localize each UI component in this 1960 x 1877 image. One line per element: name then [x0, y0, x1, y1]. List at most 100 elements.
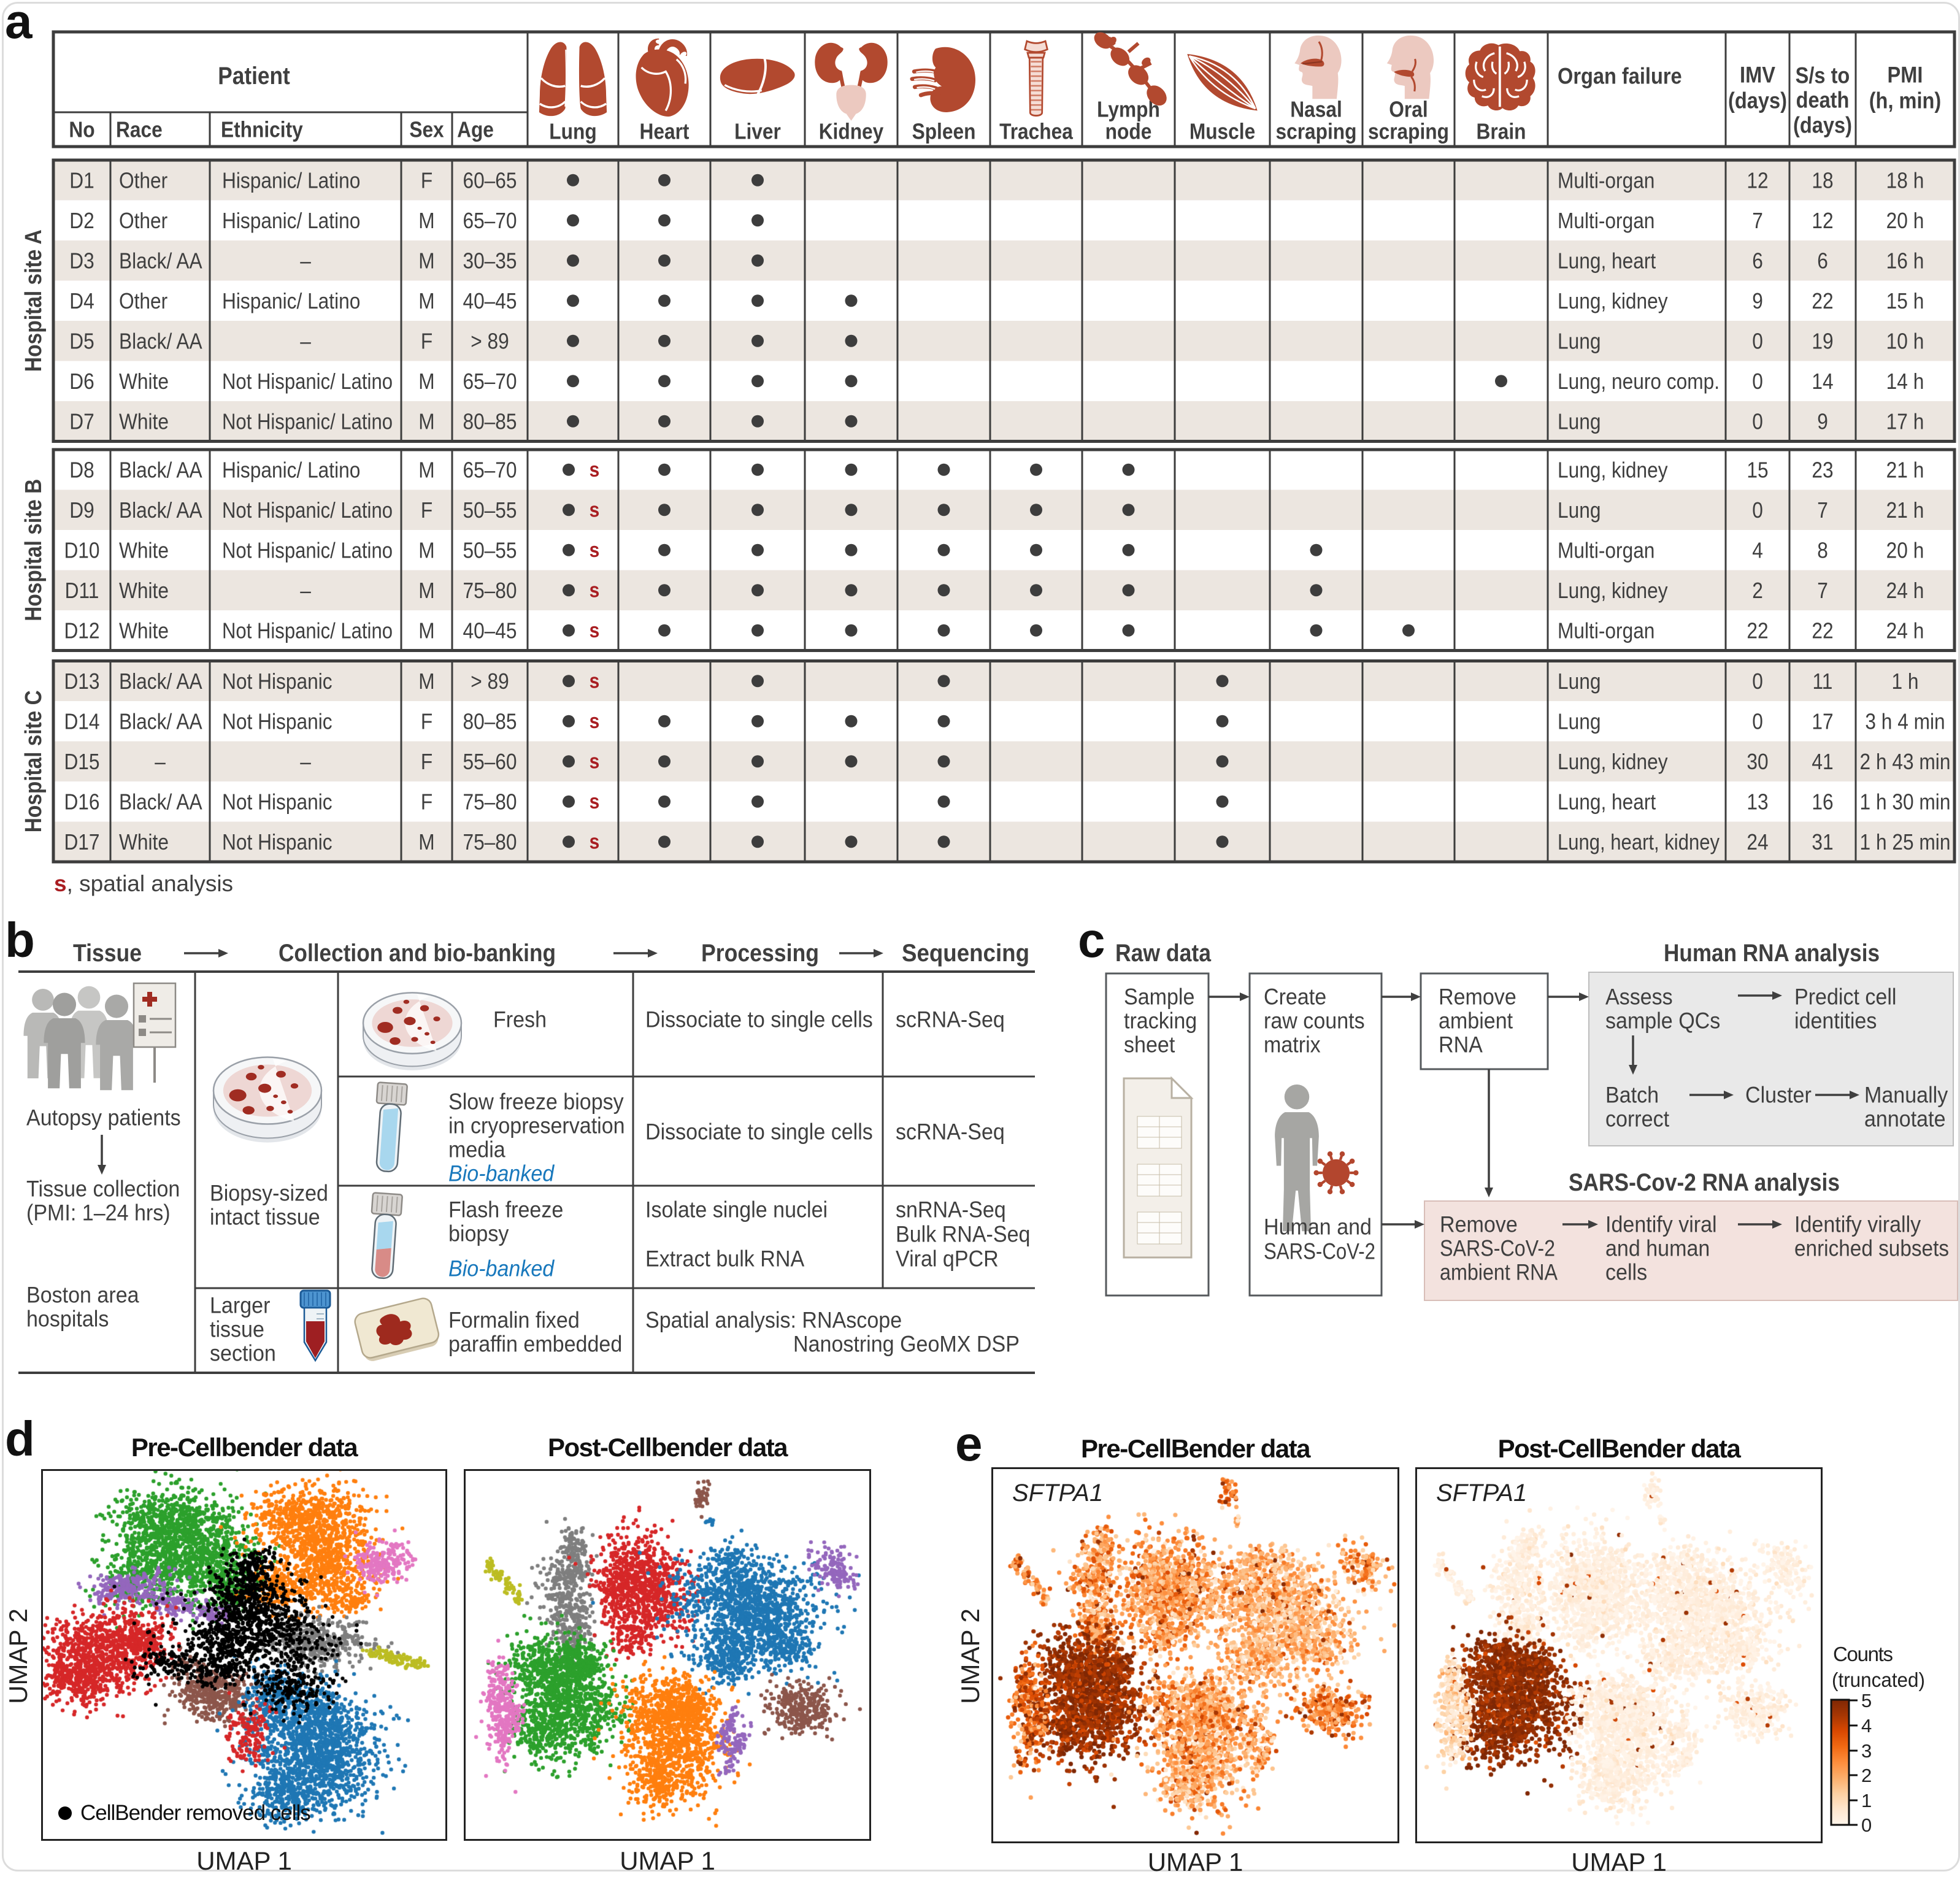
- svg-text:raw counts: raw counts: [1264, 1008, 1365, 1034]
- svg-text:Lung, neuro comp.: Lung, neuro comp.: [1558, 369, 1720, 394]
- svg-text:s: s: [590, 458, 600, 482]
- svg-text:30: 30: [1747, 749, 1768, 774]
- svg-text:tracking: tracking: [1124, 1008, 1197, 1034]
- svg-text:correct: correct: [1605, 1107, 1670, 1132]
- svg-text:Raw data: Raw data: [1115, 940, 1212, 967]
- svg-text:> 89: > 89: [471, 328, 509, 353]
- svg-text:a: a: [5, 0, 33, 48]
- svg-text:9: 9: [1817, 409, 1828, 434]
- svg-text:node: node: [1105, 119, 1152, 144]
- svg-text:Lung, kidney: Lung, kidney: [1558, 578, 1668, 603]
- svg-text:0: 0: [1752, 369, 1763, 394]
- svg-text:D6: D6: [69, 369, 94, 394]
- svg-text:1 h 25 min: 1 h 25 min: [1860, 829, 1951, 854]
- svg-text:media: media: [448, 1137, 505, 1162]
- svg-text:–: –: [300, 749, 311, 774]
- svg-text:F: F: [421, 789, 432, 814]
- svg-text:s, spatial analysis: s, spatial analysis: [54, 871, 233, 896]
- svg-text:D2: D2: [69, 208, 94, 233]
- svg-text:F: F: [421, 708, 432, 734]
- svg-text:Lung: Lung: [1558, 708, 1601, 734]
- svg-text:Not Hispanic: Not Hispanic: [222, 789, 332, 814]
- svg-text:D1: D1: [69, 167, 94, 193]
- svg-text:Not Hispanic: Not Hispanic: [222, 829, 332, 854]
- svg-text:Processing: Processing: [701, 940, 819, 967]
- svg-text:D13: D13: [64, 669, 99, 694]
- svg-text:Nasal: Nasal: [1290, 97, 1342, 122]
- svg-text:Lung: Lung: [549, 119, 596, 144]
- svg-text:matrix: matrix: [1264, 1032, 1321, 1057]
- svg-text:b: b: [5, 913, 35, 967]
- svg-text:Hospital site C: Hospital site C: [21, 690, 47, 832]
- svg-text:Nanostring GeoMX DSP: Nanostring GeoMX DSP: [793, 1332, 1020, 1357]
- svg-text:9: 9: [1752, 288, 1763, 313]
- svg-text:Multi-organ: Multi-organ: [1558, 208, 1654, 233]
- svg-text:14: 14: [1812, 369, 1833, 394]
- svg-text:2 h 43 min: 2 h 43 min: [1860, 749, 1951, 774]
- svg-text:s: s: [590, 750, 600, 773]
- svg-text:IMV: IMV: [1740, 63, 1775, 88]
- svg-text:White: White: [119, 618, 169, 643]
- svg-text:Boston area: Boston area: [26, 1283, 139, 1308]
- svg-text:Bio-banked: Bio-banked: [448, 1256, 555, 1281]
- svg-text:19: 19: [1812, 328, 1833, 353]
- svg-text:Lung: Lung: [1558, 409, 1601, 434]
- svg-text:3: 3: [1861, 1740, 1872, 1762]
- svg-text:biopsy: biopsy: [448, 1221, 509, 1246]
- svg-text:0: 0: [1752, 409, 1763, 434]
- svg-text:c: c: [1078, 913, 1105, 967]
- svg-text:PMI: PMI: [1888, 63, 1923, 88]
- svg-text:Dissociate to single cells: Dissociate to single cells: [645, 1007, 873, 1032]
- svg-text:Biopsy-sized: Biopsy-sized: [210, 1181, 328, 1206]
- svg-text:6: 6: [1752, 248, 1763, 273]
- svg-text:Patient: Patient: [218, 63, 290, 90]
- svg-text:Multi-organ: Multi-organ: [1558, 537, 1654, 562]
- svg-text:D16: D16: [64, 789, 99, 814]
- svg-text:65–70: 65–70: [463, 369, 517, 394]
- svg-text:Create: Create: [1264, 985, 1326, 1010]
- svg-text:Other: Other: [119, 208, 167, 233]
- svg-text:21 h: 21 h: [1886, 457, 1924, 482]
- svg-text:F: F: [421, 167, 432, 193]
- svg-text:M: M: [418, 829, 434, 854]
- svg-text:Not Hispanic/ Latino: Not Hispanic/ Latino: [222, 409, 393, 434]
- svg-text:White: White: [119, 829, 169, 854]
- svg-text:Oral: Oral: [1389, 97, 1428, 122]
- svg-text:ambient RNA: ambient RNA: [1440, 1260, 1558, 1285]
- svg-text:Lung, heart: Lung, heart: [1558, 248, 1656, 273]
- svg-text:20 h: 20 h: [1886, 537, 1924, 562]
- svg-text:RNA: RNA: [1439, 1032, 1483, 1057]
- svg-text:40–45: 40–45: [463, 288, 517, 313]
- svg-text:–: –: [300, 578, 311, 603]
- svg-text:D14: D14: [64, 708, 99, 734]
- svg-text:section: section: [210, 1341, 276, 1366]
- svg-text:Bio-banked: Bio-banked: [448, 1161, 555, 1186]
- svg-text:enriched subsets: enriched subsets: [1794, 1236, 1949, 1261]
- svg-text:Race: Race: [116, 117, 163, 142]
- svg-text:75–80: 75–80: [463, 829, 517, 854]
- svg-text:SARS-CoV-2: SARS-CoV-2: [1440, 1236, 1555, 1261]
- svg-text:Lung, heart, kidney: Lung, heart, kidney: [1558, 829, 1720, 854]
- svg-text:30–35: 30–35: [463, 248, 517, 273]
- svg-text:tissue: tissue: [210, 1317, 264, 1342]
- svg-text:Lymph: Lymph: [1097, 97, 1160, 122]
- svg-text:1 h 30 min: 1 h 30 min: [1860, 789, 1951, 814]
- svg-text:M: M: [418, 618, 434, 643]
- svg-text:D12: D12: [64, 618, 99, 643]
- svg-text:Remove: Remove: [1439, 985, 1516, 1010]
- svg-text:and human: and human: [1605, 1236, 1710, 1261]
- svg-text:s: s: [590, 578, 600, 602]
- svg-text:(truncated): (truncated): [1832, 1668, 1925, 1691]
- svg-text:50–55: 50–55: [463, 497, 517, 523]
- svg-text:Age: Age: [457, 117, 494, 142]
- svg-text:1 h: 1 h: [1891, 669, 1918, 694]
- svg-text:s: s: [590, 669, 600, 693]
- svg-text:hospitals: hospitals: [26, 1307, 109, 1332]
- svg-text:Human and: Human and: [1264, 1215, 1372, 1240]
- svg-text:Batch: Batch: [1605, 1083, 1659, 1108]
- svg-text:Ethnicity: Ethnicity: [221, 117, 303, 142]
- svg-text:(PMI: 1–24 hrs): (PMI: 1–24 hrs): [26, 1200, 171, 1226]
- svg-text:Hispanic/ Latino: Hispanic/ Latino: [222, 288, 360, 313]
- svg-text:s: s: [590, 790, 600, 813]
- svg-text:Spleen: Spleen: [912, 119, 976, 144]
